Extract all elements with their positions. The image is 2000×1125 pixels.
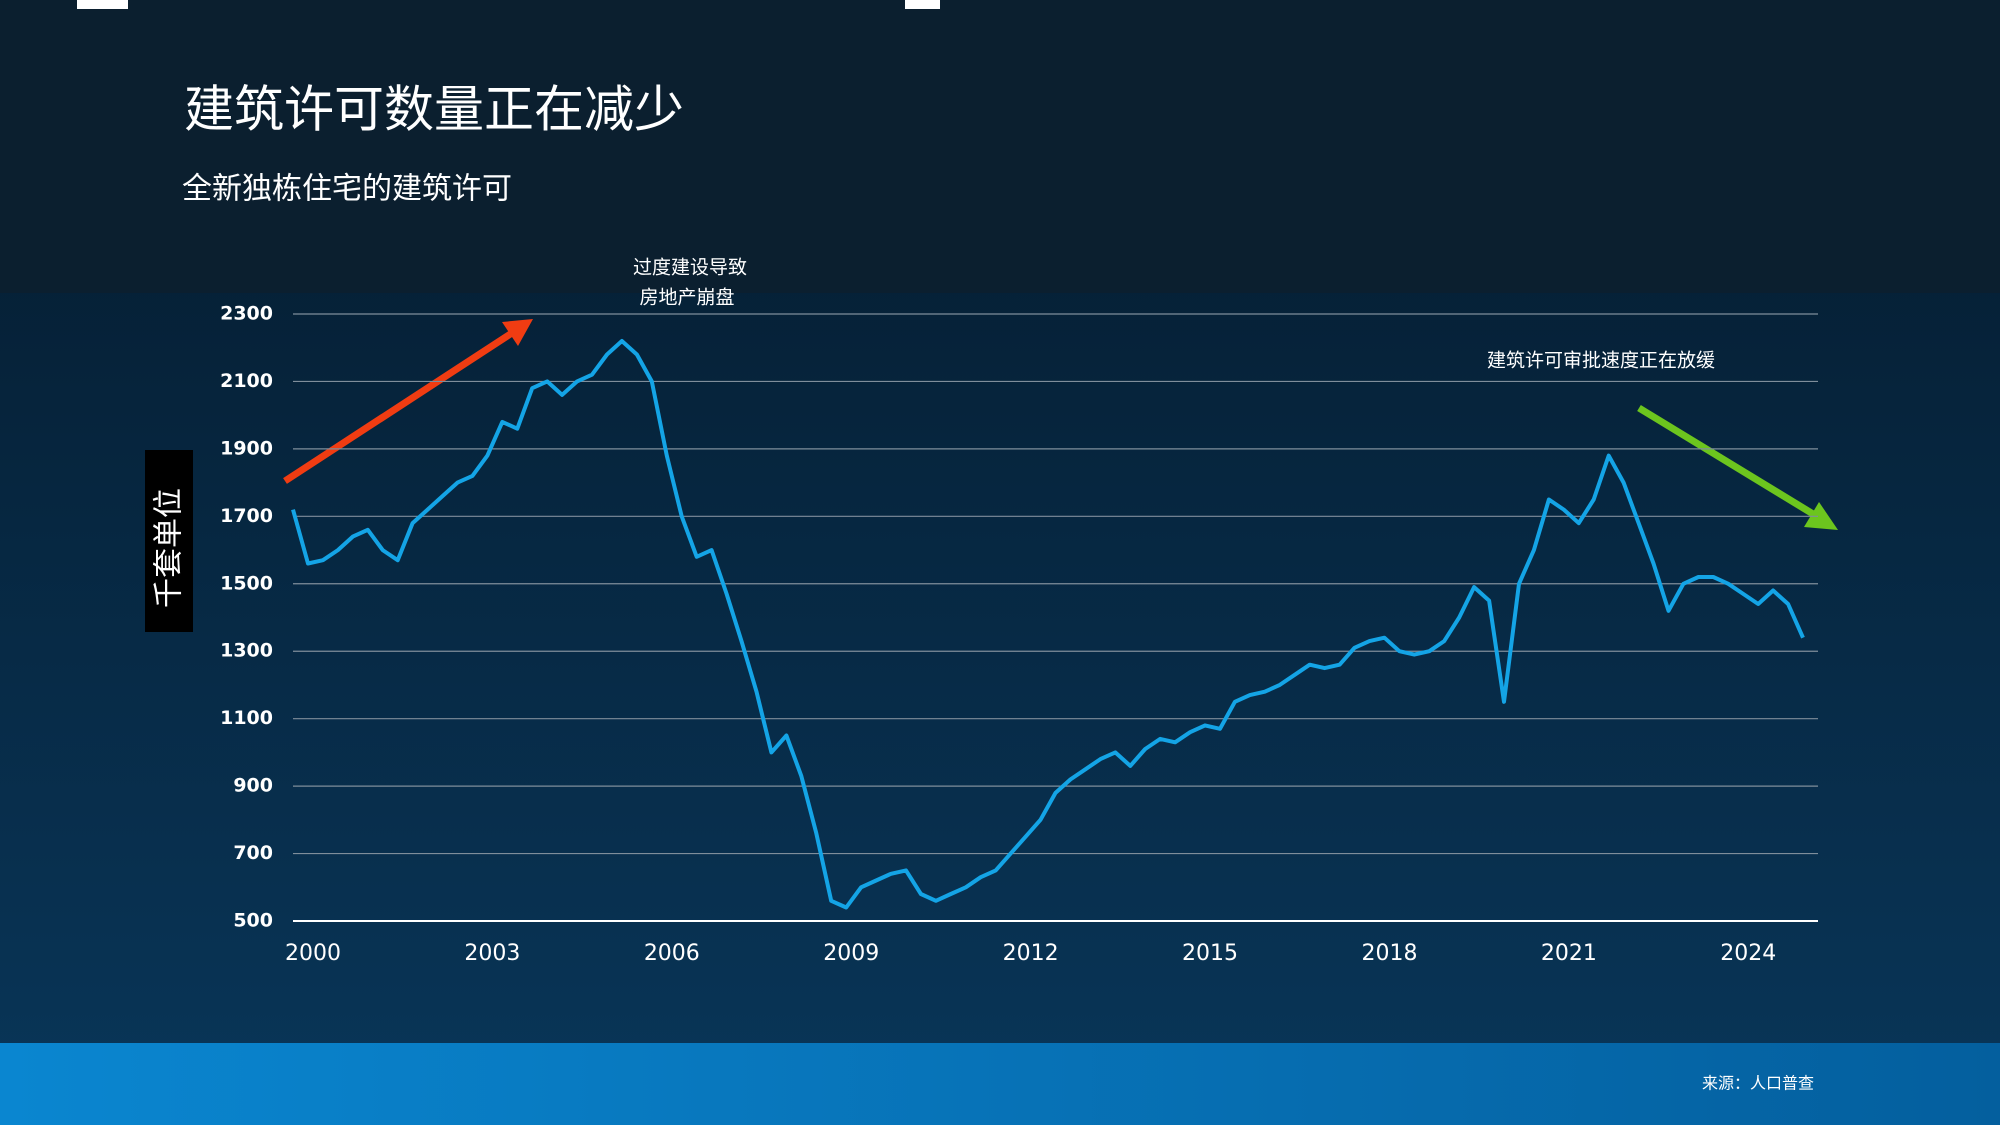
footer-band [0, 1043, 2000, 1125]
chart-subtitle: 全新独栋住宅的建筑许可 [182, 172, 512, 207]
decoration [905, 0, 940, 9]
green-arrow [1637, 405, 1838, 530]
x-tick-label: 2000 [285, 941, 341, 966]
y-tick-label: 1700 [220, 505, 273, 527]
x-tick-label: 2018 [1361, 941, 1417, 966]
y-tick-label: 1300 [220, 640, 273, 662]
y-tick-label: 700 [233, 842, 273, 864]
data-line [291, 339, 1805, 910]
header-band [0, 0, 2000, 293]
x-tick-label: 2024 [1720, 941, 1776, 966]
y-tick-label: 2100 [220, 370, 273, 392]
x-tick-label: 2009 [823, 941, 879, 966]
x-tick-label: 2006 [644, 941, 700, 966]
y-axis-label: 千套单位 [152, 488, 187, 608]
annotation: 过度建设导致 [633, 257, 747, 279]
annotation: 房地产崩盘 [639, 287, 734, 309]
decoration [77, 0, 128, 9]
red-arrow [283, 319, 533, 484]
annotation: 建筑许可审批速度正在放缓 [1487, 350, 1715, 372]
x-tick-label: 2021 [1541, 941, 1597, 966]
y-tick-label: 500 [233, 910, 273, 932]
x-tick-label: 2003 [464, 941, 520, 966]
y-tick-label: 2300 [220, 303, 273, 325]
y-tick-label: 900 [233, 775, 273, 797]
y-tick-label: 1900 [220, 437, 273, 459]
x-tick-label: 2015 [1182, 941, 1238, 966]
chart-title: 建筑许可数量正在减少 [184, 81, 684, 139]
y-label-box [145, 450, 193, 632]
x-tick-label: 2012 [1003, 941, 1059, 966]
y-tick-label: 1500 [220, 572, 273, 594]
source: 来源：人口普查 [1702, 1074, 1814, 1093]
y-tick-label: 1100 [220, 707, 273, 729]
